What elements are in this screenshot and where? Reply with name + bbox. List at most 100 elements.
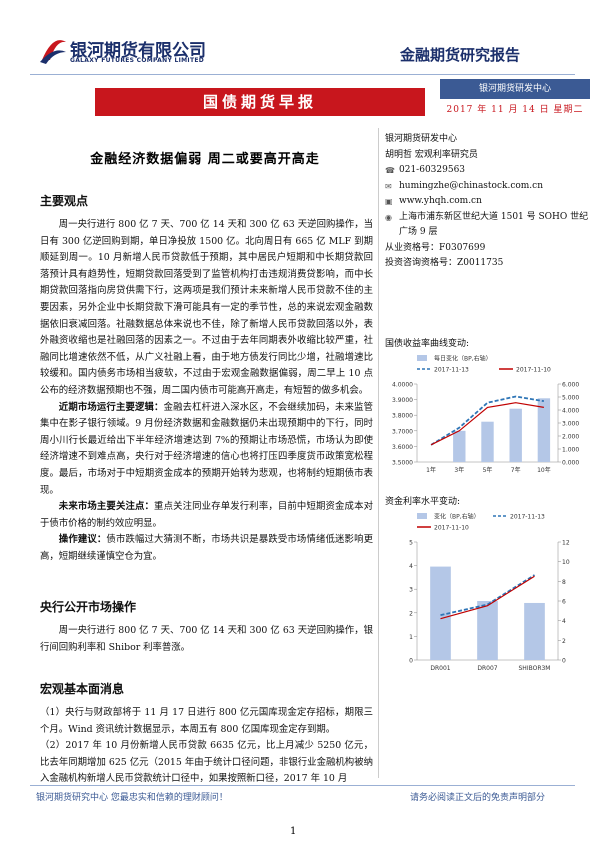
y2-tick-label: 1.000 xyxy=(562,447,579,454)
bar xyxy=(481,421,494,462)
y2-tick-label: 4 xyxy=(562,618,566,625)
y2-tick-label: 0.000 xyxy=(562,460,579,467)
sidebar-license: 从业资格号：F0307699 xyxy=(385,242,486,253)
y2-tick-label: 3.000 xyxy=(562,421,579,428)
sidebar: 银河期货研发中心 胡明哲 宏观利率研究员 ☎ 021-60329563 ✉ humi… xyxy=(385,132,590,272)
banner-date: 2017 年 11 月 14 日 星期二 xyxy=(446,105,584,115)
x-tick-label: 7年 xyxy=(511,466,521,474)
paragraph: 未来市场主要关注点：重点关注同业存单发行利率，目前中短期资金成本对于债市价格的制… xyxy=(40,499,373,532)
paragraph-text: （2）2017 年 10 月份新增人民币贷款 6635 亿元，比上月减少 525… xyxy=(40,740,373,782)
phone-icon: ☎ xyxy=(385,166,395,175)
y2-tick-label: 8 xyxy=(562,579,566,586)
paragraph: 操作建议：债市跌幅过大猜测不断，市场共识是暴跌受市场情绪低迷影响更高，短期继续谨… xyxy=(40,532,373,565)
web-icon: ▣ xyxy=(385,197,393,206)
legend-swatch xyxy=(417,513,427,519)
y-tick-label: 1 xyxy=(409,634,413,641)
sidebar-email: humingzhe@chinastock.com.cn xyxy=(399,180,544,191)
bar xyxy=(524,602,545,660)
paragraph-text: 债市跌幅过大猜测不断，市场共识是暴跌受市场情绪低迷影响更高，短期继续谨慎空仓为宜… xyxy=(40,534,373,562)
page-number: 1 xyxy=(290,826,297,837)
y2-tick-label: 2.000 xyxy=(562,434,579,441)
sidebar-address: 上海市浦东新区世纪大道 1501 号 SOHO 世纪广场 9 层 xyxy=(399,211,589,238)
column-rule xyxy=(378,128,379,778)
sidebar-phone: 021-60329563 xyxy=(399,165,466,175)
paragraph-lead: 近期市场运行主要逻辑： xyxy=(58,401,164,413)
logo-name: 银河期货有限公司 xyxy=(70,41,206,61)
bar xyxy=(430,566,451,660)
bar xyxy=(477,601,498,660)
legend-label: 2017-11-13 xyxy=(510,514,545,521)
legend-label: 变化（BP,右轴） xyxy=(434,513,480,521)
banner-dept: 银河期货研发中心 xyxy=(440,79,590,99)
x-tick-label: 3年 xyxy=(454,466,464,474)
paragraph: 近期市场运行主要逻辑：金融去杠杆进入深水区，不会继续加码，未来监管集中在影子银行… xyxy=(40,400,373,500)
bar xyxy=(537,398,551,462)
y2-tick-label: 12 xyxy=(562,540,570,547)
paragraph-lead: 操作建议： xyxy=(58,534,107,546)
legend-label: 每日变化（BP,右轴） xyxy=(434,355,492,363)
chart-title: 国债收益率曲线变动: xyxy=(385,339,470,349)
y-tick-label: 0 xyxy=(409,658,413,665)
section-heading: 主要观点 xyxy=(40,194,89,208)
header-rule xyxy=(30,74,575,75)
footer-rule xyxy=(30,785,575,786)
y2-tick-label: 6.000 xyxy=(562,382,579,389)
paragraph-text: 周一央行进行 800 亿 7 天、700 亿 14 天和 300 亿 63 天逆… xyxy=(40,625,373,653)
y-tick-label: 2 xyxy=(409,610,413,617)
y2-tick-label: 5.000 xyxy=(562,395,579,402)
footer-right: 请务必阅读正文后的免责声明部分 xyxy=(410,793,546,803)
section: 央行公开市场操作周一央行进行 800 亿 7 天、700 亿 14 天和 300… xyxy=(40,598,373,656)
y-tick-label: 3.7000 xyxy=(392,428,413,435)
mail-icon: ✉ xyxy=(385,181,392,191)
chart: 3.5000 3.6000 3.7000 3.8000 3.9000 4.0000 0.00… xyxy=(392,355,579,475)
bar xyxy=(509,408,522,462)
y-tick-label: 3 xyxy=(409,587,413,594)
line-series xyxy=(430,402,544,446)
y2-tick-label: 2 xyxy=(562,638,566,645)
section-heading: 央行公开市场操作 xyxy=(40,600,137,614)
bar xyxy=(453,430,466,462)
paragraph: （2）2017 年 10 月份新增人民币贷款 6635 亿元，比上月减少 525… xyxy=(40,738,373,782)
paragraph-text: （1）央行与财政部将于 11 月 17 日进行 800 亿元国库现金定存招标，期… xyxy=(40,707,373,735)
paragraph: 周一央行进行 800 亿 7 天、700 亿 14 天和 300 亿 63 天逆… xyxy=(40,623,373,656)
paragraph-text: 金融去杠杆进入深水区，不会继续加码，未来监管集中在影子银行领域。9 月份经济数据… xyxy=(40,401,373,496)
y2-tick-label: 6 xyxy=(562,599,566,606)
logo-icon xyxy=(40,40,66,64)
legend-label: 2017-11-10 xyxy=(516,367,551,374)
y-tick-label: 3.8000 xyxy=(392,413,413,420)
chart-title: 资金利率水平变动: xyxy=(385,497,461,507)
banner-title: 国债期货早报 xyxy=(95,88,425,116)
x-tick-label: 1年 xyxy=(426,466,436,474)
x-tick-label: DR001 xyxy=(430,665,450,672)
sidebar-center: 银河期货研发中心 xyxy=(385,134,458,144)
line-series xyxy=(440,574,535,617)
y-tick-label: 5 xyxy=(409,540,413,547)
paragraph-text: 重点关注同业存单发行利率，目前中短期资金成本对于债市价格的制约效应明显。 xyxy=(40,501,373,529)
y-tick-label: 3.6000 xyxy=(392,444,413,451)
x-tick-label: DR007 xyxy=(477,665,497,672)
paragraph: 周一央行进行 800 亿 7 天、700 亿 14 天和 300 亿 63 天逆… xyxy=(40,217,373,400)
sidebar-consult: 投资咨询资格号：Z0011735 xyxy=(385,258,504,268)
x-tick-label: 5年 xyxy=(483,466,493,474)
x-tick-label: 10年 xyxy=(537,466,551,474)
legend-swatch xyxy=(417,355,427,361)
x-tick-label: SHIBOR3M xyxy=(519,665,551,672)
y2-tick-label: 0 xyxy=(562,658,566,665)
legend-label: 2017-11-10 xyxy=(434,525,469,532)
y-tick-label: 3.9000 xyxy=(392,397,413,404)
paragraph-text: 周一央行进行 800 亿 7 天、700 亿 14 天和 300 亿 63 天逆… xyxy=(40,219,373,396)
section: 宏观基本面消息 （1）央行与财政部将于 11 月 17 日进行 800 亿元国库现… xyxy=(40,680,373,782)
logo-english: GALAXY FUTURES COMPANY LIMITED xyxy=(70,57,205,64)
line-series xyxy=(430,395,545,446)
y-tick-label: 4.0000 xyxy=(392,382,413,389)
section: 主要观点周一央行进行 800 亿 7 天、700 亿 14 天和 300 亿 6… xyxy=(40,192,373,565)
footer-left: 银河期货研究中心 您最忠实和信赖的理财顾问！ xyxy=(36,793,228,803)
main-title: 金融经济数据偏弱 周二或要高开高走 xyxy=(90,152,320,167)
section-heading: 宏观基本面消息 xyxy=(40,682,125,696)
report-type: 金融期货研究报告 xyxy=(400,46,521,64)
y-tick-label: 4 xyxy=(409,563,413,570)
y-tick-label: 3.5000 xyxy=(392,460,413,467)
sidebar-web: www.yhqh.com.cn xyxy=(399,196,482,206)
